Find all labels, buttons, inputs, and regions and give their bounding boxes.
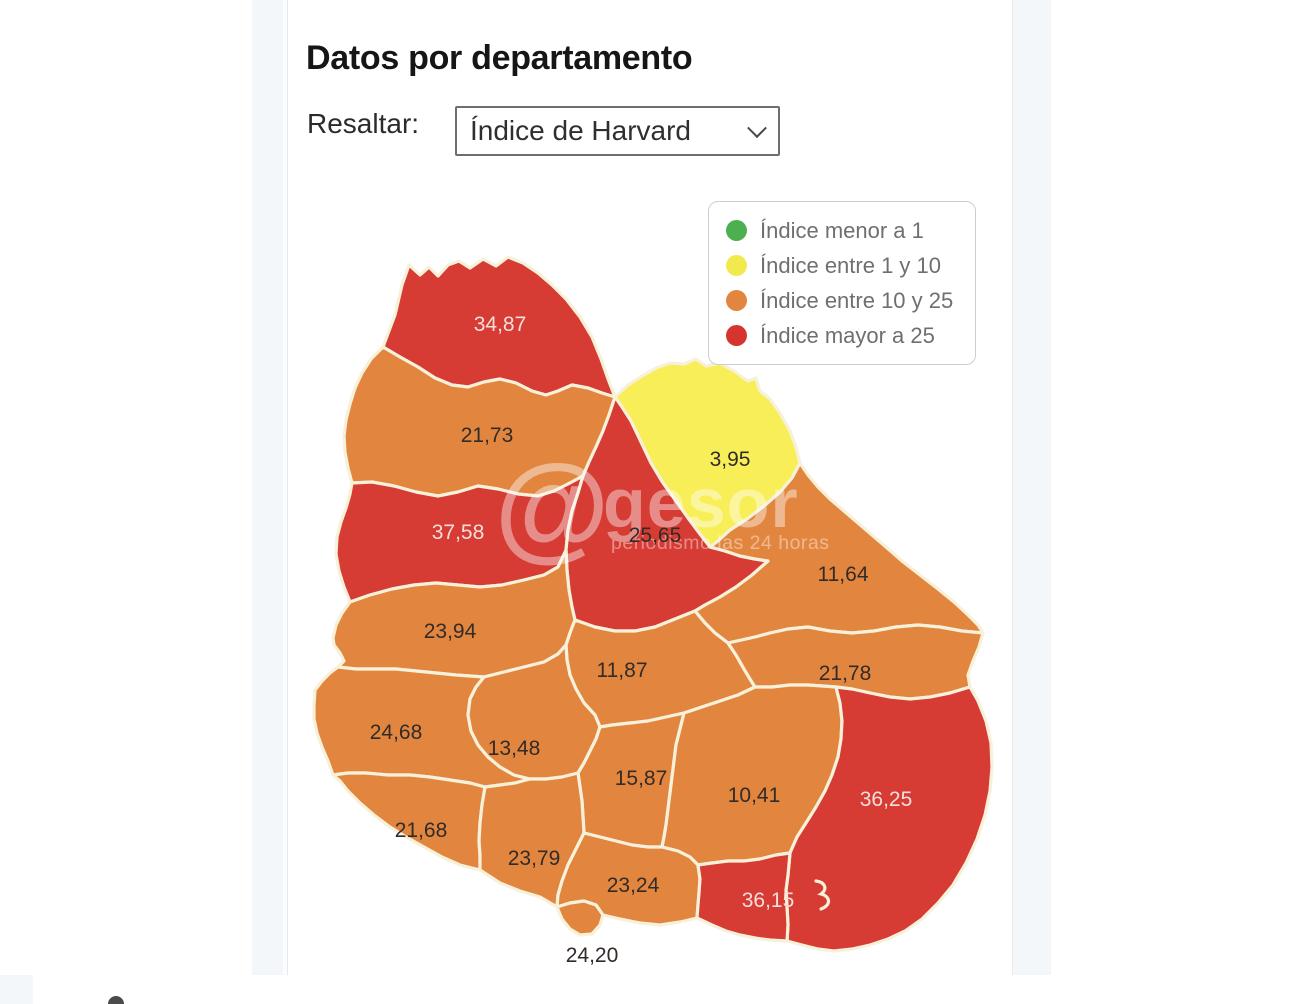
- watermark-at-icon: @: [494, 441, 609, 573]
- map-value-label-salto: 21,73: [461, 424, 514, 447]
- legend-item-entre-10-25: Índice entre 10 y 25: [726, 283, 963, 318]
- map-value-label-durazno: 11,87: [597, 659, 648, 682]
- map-value-label-canelones: 23,24: [607, 874, 660, 897]
- page-title: Datos por departamento: [306, 38, 693, 77]
- map-value-label-artigas: 34,87: [474, 313, 527, 336]
- map-value-label-colonia: 21,68: [395, 819, 448, 842]
- map-decorations: [814, 879, 831, 911]
- map-region-maldonado[interactable]: [695, 851, 792, 943]
- bottom-left-background-patch: [0, 975, 33, 1004]
- legend-label: Índice menor a 1: [760, 217, 924, 243]
- legend-item-menor-1: Índice menor a 1: [726, 213, 963, 248]
- highlight-label: Resaltar:: [307, 108, 420, 139]
- map-regions-layer: [312, 255, 994, 953]
- legend-item-entre-1-10: Índice entre 1 y 10: [726, 248, 963, 283]
- map-value-labels-layer: 34,87 21,73 3,95 37,58 25,65 11,64 23,94 11,87 2…: [370, 313, 913, 967]
- highlight-select-value: Índice de Harvard: [470, 115, 692, 146]
- map-value-label-tacuarembo: 25,65: [629, 524, 682, 547]
- legend-item-mayor-25: Índice mayor a 25: [726, 318, 963, 353]
- watermark-tagline: periodismo las 24 horas: [611, 532, 830, 554]
- map-value-label-montevideo: 24,20: [566, 944, 619, 965]
- chevron-down-icon: [747, 118, 767, 139]
- map-value-label-rivera: 3,95: [710, 448, 751, 471]
- map-value-label-cerro-largo: 11,64: [818, 563, 869, 586]
- map-value-label-florida: 15,87: [615, 767, 668, 790]
- map-value-label-paysandu: 37,58: [432, 521, 485, 544]
- cutoff-element-bottom: [108, 996, 124, 1004]
- map-value-label-soriano: 24,68: [370, 721, 423, 744]
- uruguay-map-svg: @ gesor periodismo las 24 horas 34,87 21,…: [312, 255, 994, 967]
- map-value-label-rio-negro: 23,94: [424, 620, 477, 643]
- legend-label: Índice entre 1 y 10: [760, 252, 942, 278]
- map-value-label-rocha: 36,25: [860, 788, 913, 811]
- map-value-label-maldonado: 36,15: [742, 889, 795, 912]
- page-gutter-left: [252, 0, 288, 975]
- watermark-name: gesor: [603, 464, 799, 542]
- lagoon-squiggle: [814, 879, 831, 911]
- legend-label: Índice mayor a 25: [760, 322, 935, 348]
- highlight-control: Resaltar:: [307, 108, 419, 140]
- legend-dot-yellow-icon: [726, 255, 747, 276]
- legend-dot-orange-icon: [726, 290, 747, 311]
- legend-dot-red-icon: [726, 325, 747, 346]
- choropleth-map: @ gesor periodismo las 24 horas 34,87 21,…: [300, 235, 1000, 967]
- map-region-rocha[interactable]: [784, 685, 994, 953]
- legend-label: Índice entre 10 y 25: [760, 287, 954, 313]
- map-value-label-san-jose: 23,79: [508, 847, 561, 870]
- watermark: @ gesor periodismo las 24 horas: [494, 441, 829, 573]
- map-value-label-flores: 13,48: [488, 737, 541, 760]
- legend-dot-green-icon: [726, 220, 747, 241]
- page-gutter-right: [1012, 0, 1051, 975]
- map-region-montevideo[interactable]: [555, 899, 605, 937]
- map-region-canelones[interactable]: [555, 831, 702, 927]
- legend-box: Índice menor a 1 Índice entre 1 y 10 Índ…: [708, 201, 976, 365]
- map-value-label-treinta-y-tres: 21,78: [819, 662, 872, 685]
- highlight-select[interactable]: Índice de Harvard: [455, 106, 780, 156]
- map-value-label-lavalleja: 10,41: [728, 784, 781, 807]
